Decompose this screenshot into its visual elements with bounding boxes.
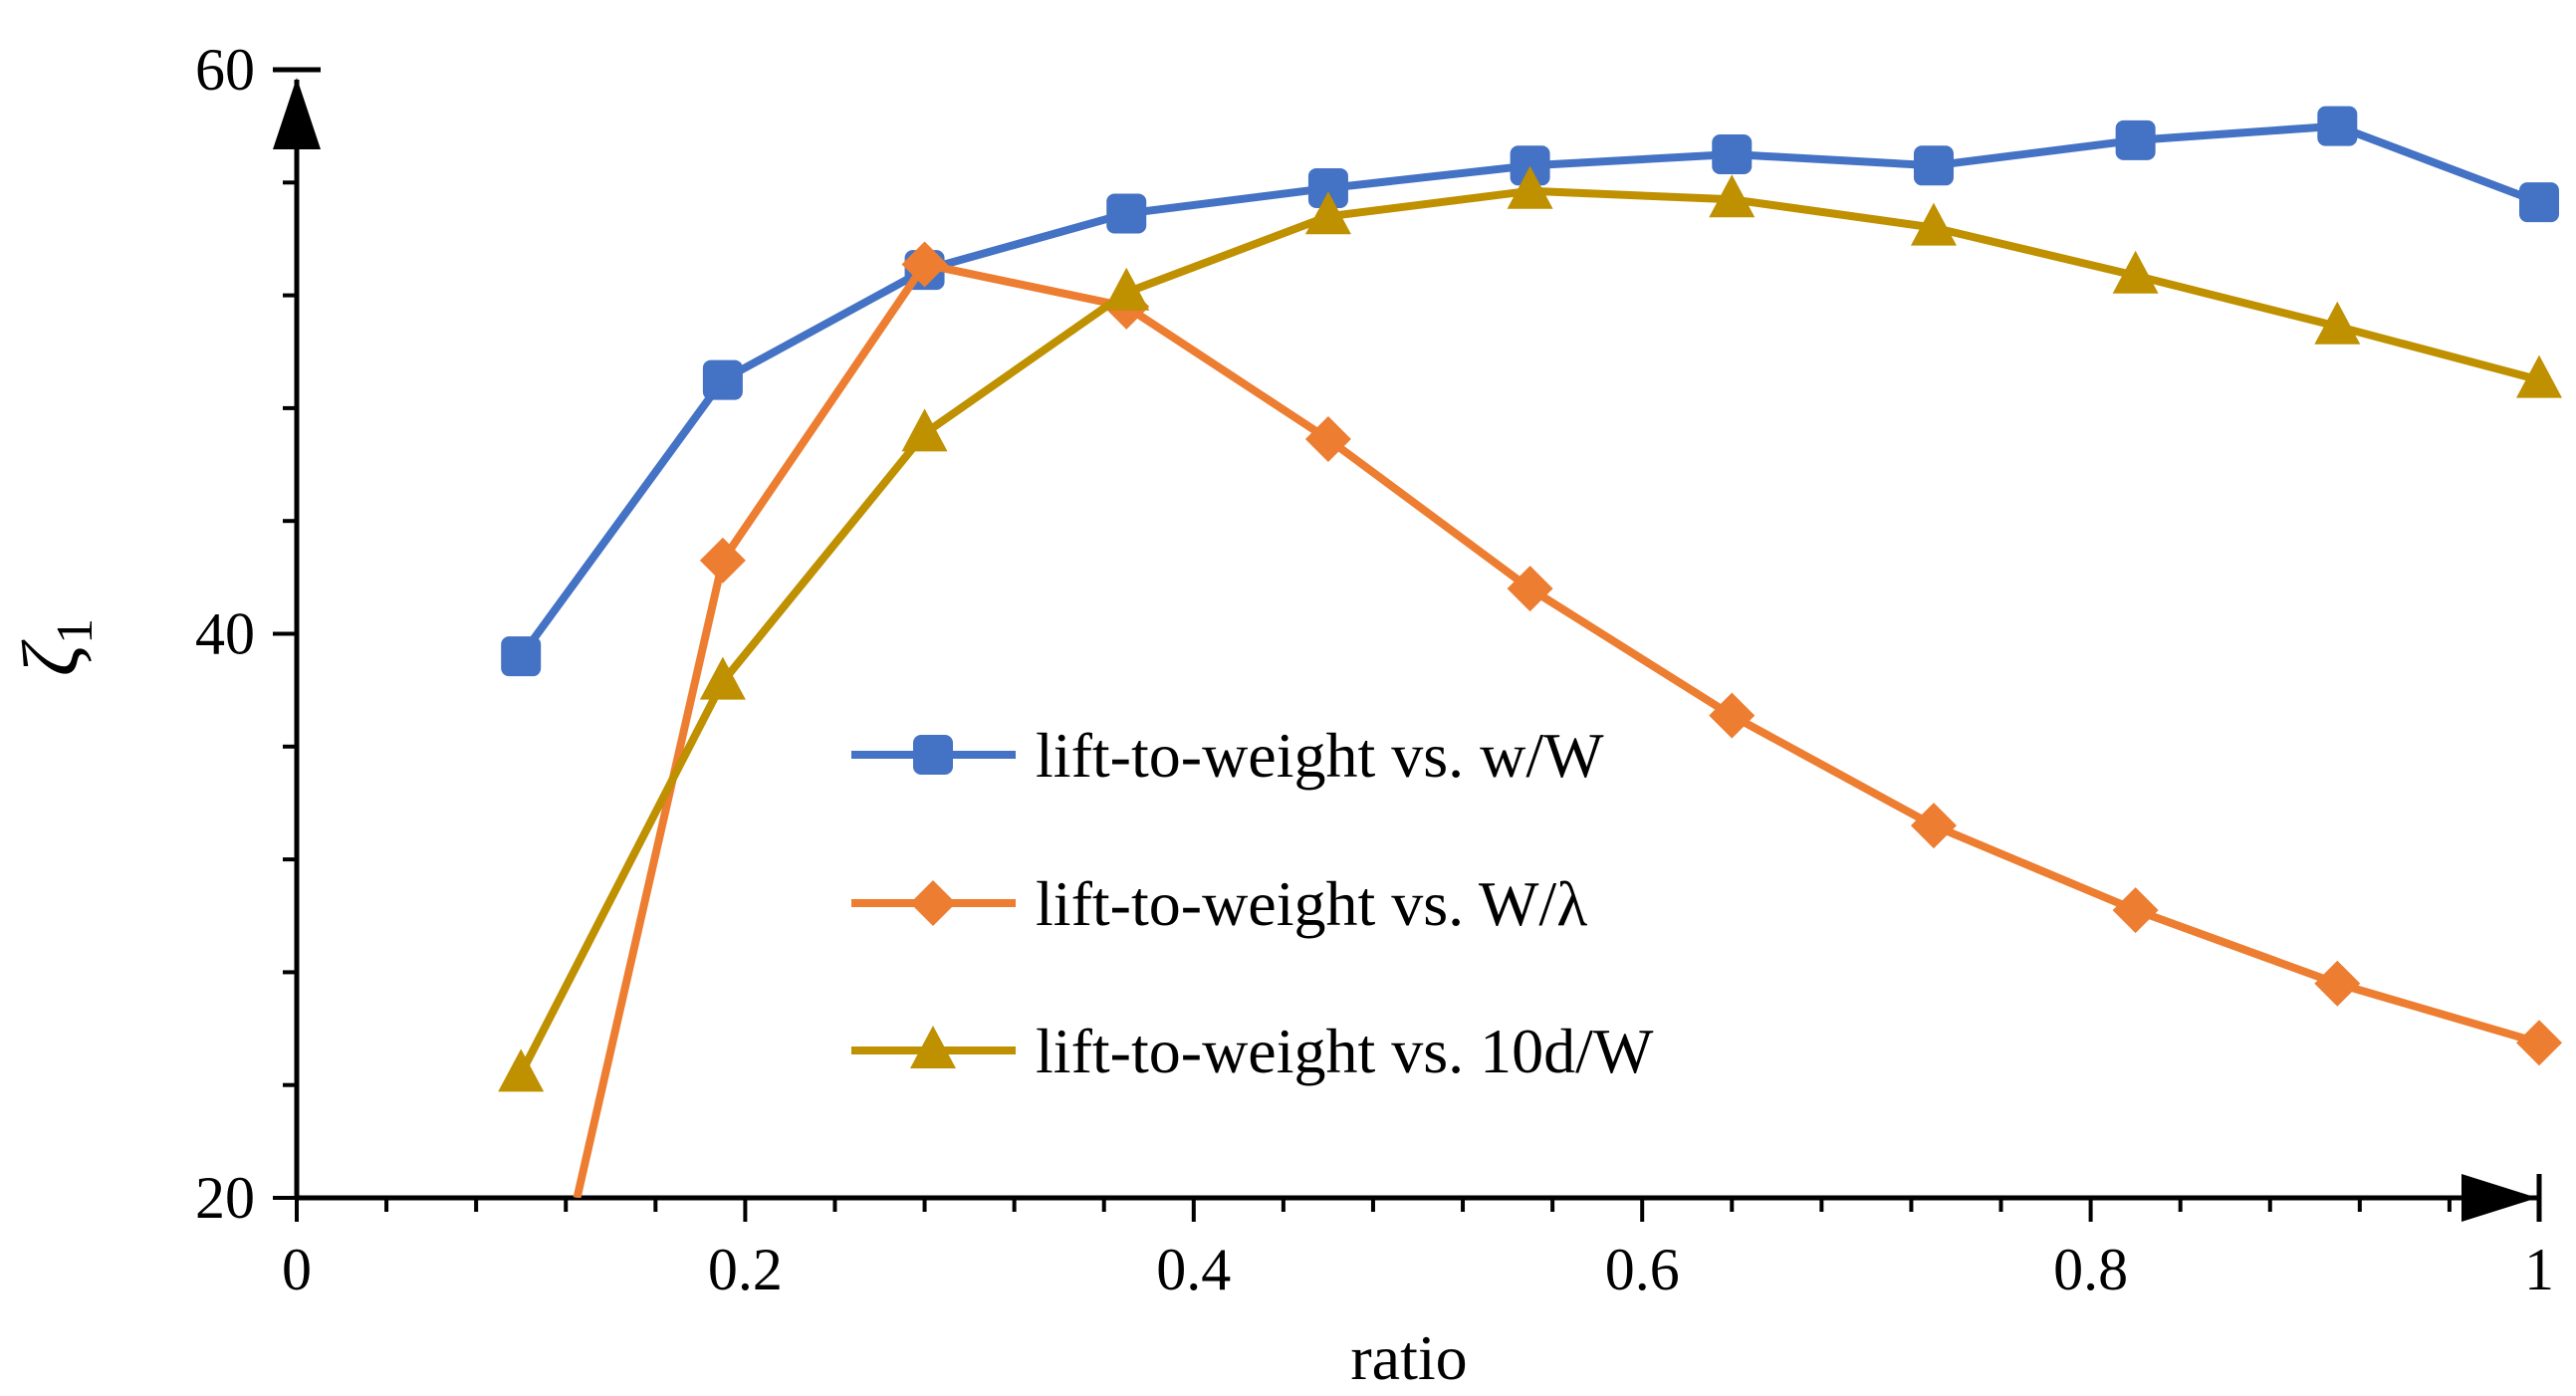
y-axis-title: ζ1 [8, 618, 104, 676]
data-point-w-over-W [501, 636, 542, 677]
y-axis-title-symbol: ζ [8, 639, 96, 676]
data-point-w-over-W [2115, 119, 2156, 160]
data-point-10d-over-W [2112, 250, 2159, 294]
x-axis-arrow [2461, 1174, 2537, 1222]
x-tick-label: 0.8 [2053, 1237, 2128, 1302]
data-point-W-over-lambda [1709, 692, 1756, 739]
x-tick-label: 0.6 [1605, 1237, 1680, 1302]
data-point-w-over-W [2519, 182, 2559, 223]
data-point-10d-over-W [1709, 174, 1756, 218]
series-layer [498, 106, 2562, 1198]
series-10d-over-W [498, 165, 2562, 1092]
data-point-10d-over-W [1507, 165, 1553, 209]
svg-text:ζ1: ζ1 [8, 618, 104, 676]
legend-label: lift-to-weight vs. w/W [1036, 720, 1604, 791]
legend-item-w-over-W: lift-to-weight vs. w/W [851, 720, 1604, 791]
legend-label: lift-to-weight vs. W/λ [1036, 868, 1587, 939]
data-point-w-over-W [1913, 145, 1954, 186]
data-point-W-over-lambda [2314, 960, 2361, 1007]
data-point-w-over-W [1712, 133, 1753, 174]
data-point-w-over-W [2317, 106, 2358, 146]
data-point-w-over-W [702, 359, 743, 400]
y-tick-label: 40 [195, 601, 255, 667]
data-point-W-over-lambda [1507, 566, 1553, 612]
legend-marker [910, 880, 956, 926]
data-point-10d-over-W [901, 408, 948, 452]
x-tick-label: 0.2 [708, 1237, 783, 1302]
data-point-w-over-W [1106, 193, 1147, 234]
series-W-over-lambda [573, 241, 2562, 1198]
legend: lift-to-weight vs. w/W lift-to-weight vs.… [851, 720, 1654, 1086]
data-point-W-over-lambda [1910, 803, 1957, 849]
x-tick-label: 0 [282, 1237, 312, 1302]
y-axis-arrow [273, 78, 321, 149]
data-point-10d-over-W [498, 1048, 545, 1092]
axes [273, 67, 2542, 1222]
data-point-W-over-lambda [2112, 887, 2159, 934]
data-point-W-over-lambda [2516, 1020, 2562, 1066]
data-point-W-over-lambda [901, 241, 948, 288]
data-point-10d-over-W [2516, 354, 2562, 398]
data-point-10d-over-W [1910, 202, 1957, 246]
data-point-W-over-lambda [699, 537, 746, 583]
data-point-10d-over-W [699, 656, 746, 700]
data-point-W-over-lambda [1304, 416, 1351, 463]
legend-marker [913, 735, 953, 775]
tick-labels: 0 0.2 0.4 0.6 0.8 1 20 40 60 [195, 37, 2554, 1302]
x-tick-label: 1 [2524, 1237, 2554, 1302]
data-point-10d-over-W [1103, 267, 1150, 311]
legend-item-W-over-lambda: lift-to-weight vs. W/λ [851, 868, 1587, 939]
legend-label: lift-to-weight vs. 10d/W [1036, 1016, 1654, 1086]
x-tick-label: 0.4 [1156, 1237, 1231, 1302]
legend-item-10d-over-W: lift-to-weight vs. 10d/W [851, 1016, 1654, 1086]
y-tick-label: 20 [195, 1165, 255, 1231]
legend-marker [910, 1026, 956, 1068]
data-point-10d-over-W [2314, 301, 2361, 345]
data-point-10d-over-W [1304, 191, 1351, 235]
y-tick-label: 60 [195, 37, 255, 103]
y-axis-title-subscript: 1 [47, 618, 104, 644]
x-axis-title: ratio [1350, 1322, 1467, 1393]
